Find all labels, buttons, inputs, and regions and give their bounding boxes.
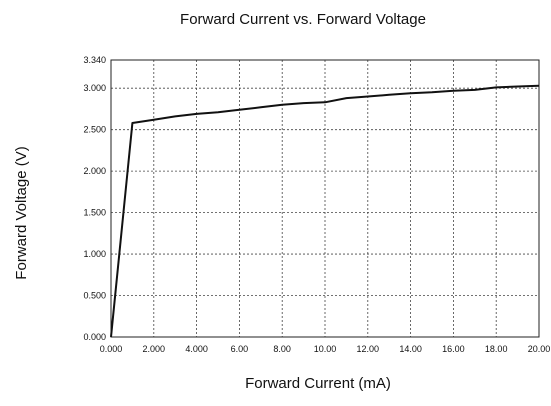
y-tick-label: 3.340 xyxy=(83,55,106,65)
x-tick-label: 10.00 xyxy=(314,344,337,354)
x-tick-label: 12.00 xyxy=(357,344,380,354)
y-tick-label: 1.500 xyxy=(83,208,106,218)
y-tick-label: 3.000 xyxy=(83,83,106,93)
x-tick-label: 0.000 xyxy=(100,344,123,354)
grid xyxy=(111,60,539,337)
x-tick-label: 14.00 xyxy=(399,344,422,354)
tick-labels: 0.000 2.000 4.000 6.00 8.00 10.00 12.00 14.00 16… xyxy=(83,55,550,354)
x-tick-label: 4.000 xyxy=(185,344,208,354)
y-tick-label: 1.000 xyxy=(83,249,106,259)
x-tick-label: 18.00 xyxy=(485,344,508,354)
x-axis-label: Forward Current (mA) xyxy=(245,375,391,392)
x-tick-label: 20.00 xyxy=(528,344,551,354)
series-line xyxy=(110,84,540,338)
y-tick-label: 0.000 xyxy=(83,332,106,342)
x-tick-label: 16.00 xyxy=(442,344,465,354)
x-tick-label: 2.000 xyxy=(143,344,166,354)
x-tick-label: 8.00 xyxy=(273,344,291,354)
y-tick-label: 2.500 xyxy=(83,125,106,135)
plot-frame xyxy=(110,59,540,338)
y-tick-label: 0.500 xyxy=(83,291,106,301)
series-layer xyxy=(110,84,540,338)
x-tick-label: 6.00 xyxy=(231,344,249,354)
chart-title: Forward Current vs. Forward Voltage xyxy=(180,11,426,28)
y-axis-label: Forward Voltage (V) xyxy=(13,146,30,279)
y-tick-label: 2.000 xyxy=(83,166,106,176)
